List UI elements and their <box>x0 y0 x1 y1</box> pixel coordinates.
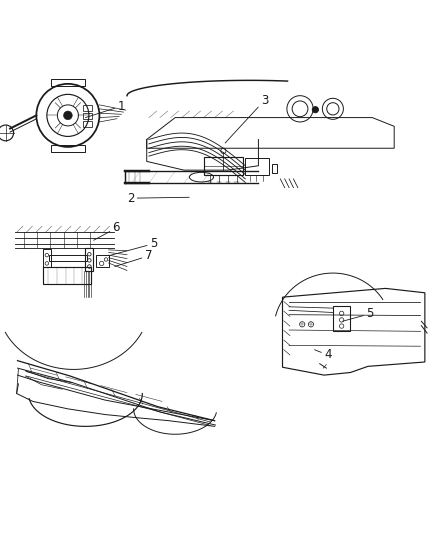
Text: 4: 4 <box>314 349 332 361</box>
Text: 5: 5 <box>110 237 157 255</box>
Bar <box>51 78 85 86</box>
Circle shape <box>64 111 72 120</box>
Bar <box>83 120 92 127</box>
Text: 7: 7 <box>115 249 152 266</box>
Text: 3: 3 <box>225 94 268 143</box>
Bar <box>333 306 350 332</box>
Bar <box>43 249 51 268</box>
Circle shape <box>312 107 318 113</box>
Bar <box>83 105 92 111</box>
Bar <box>204 157 243 174</box>
Bar <box>96 255 109 268</box>
Bar <box>272 164 277 173</box>
Text: 5: 5 <box>343 308 374 321</box>
Bar <box>51 145 85 152</box>
Bar <box>85 248 93 271</box>
Bar <box>49 255 87 261</box>
Text: 6: 6 <box>94 221 120 240</box>
Bar <box>245 158 269 174</box>
Text: 2: 2 <box>127 192 189 205</box>
Bar <box>43 268 91 284</box>
Bar <box>83 113 92 119</box>
Text: 1: 1 <box>85 100 125 118</box>
